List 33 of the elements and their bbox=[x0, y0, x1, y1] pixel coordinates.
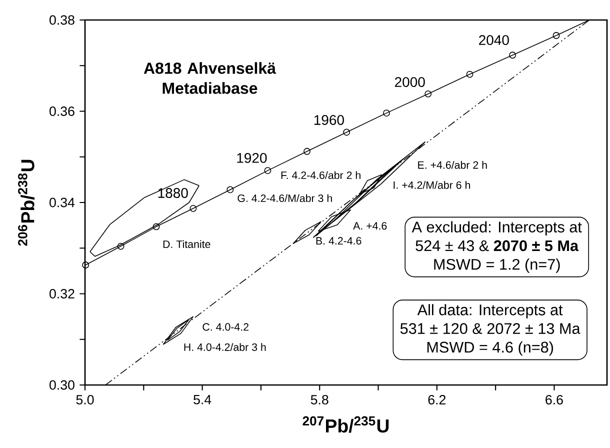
x-tick-label: 6.2 bbox=[428, 395, 446, 404]
annotation: 531 ± 120 & 2072 ± 13 Ma bbox=[400, 323, 580, 334]
annotation: 524 ± 43 & 2070 ± 5 Ma bbox=[416, 240, 579, 252]
x-tick-label: 5.0 bbox=[76, 395, 94, 404]
annotation: F. 4.2-4.6/abr 2 h bbox=[281, 171, 360, 180]
annotation: 2040 bbox=[479, 35, 509, 46]
annotation: A. +4.6 bbox=[353, 222, 387, 230]
text: A818 Ahvenselkä Metadiabase bbox=[144, 62, 276, 94]
x-tick-label: 6.6 bbox=[546, 395, 563, 404]
y-axis-title: $^{206}$Pb/$^{238}$U bbox=[18, 160, 35, 246]
x-axis-title: $^{207}$Pb/$^{235}$U bbox=[302, 416, 389, 433]
annotation: A excluded: Intercepts at bbox=[412, 221, 582, 236]
annotation: 1880 bbox=[158, 188, 188, 198]
annotation: MSWD = 4.6 (n=8) bbox=[427, 341, 554, 356]
annotation: B. 4.2-4.6 bbox=[316, 237, 362, 245]
annotation: MSWD = 1.2 (n=7) bbox=[434, 258, 560, 273]
y-tick-label: 0.30 bbox=[50, 380, 74, 390]
annotation: 1960 bbox=[314, 115, 344, 125]
annotation: 2000 bbox=[395, 77, 425, 88]
y-tick-label: 0.36 bbox=[50, 106, 74, 116]
annotation: All data: Intercepts at bbox=[417, 304, 563, 318]
annotation: H. 4.0-4.2/abr 3 h bbox=[184, 343, 266, 351]
y-tick-label: 0.38 bbox=[50, 15, 74, 25]
y-tick-label: 0.32 bbox=[50, 289, 74, 298]
annotation: D. Titanite bbox=[163, 240, 210, 248]
x-tick-label: 5.4 bbox=[194, 395, 212, 404]
annotation: 1920 bbox=[237, 153, 267, 163]
y-tick-label: 0.34 bbox=[50, 198, 75, 208]
annotation: C. 4.0-4.2 bbox=[202, 323, 248, 331]
annotation: G. 4.2-4.6/M/abr 3 h bbox=[238, 194, 332, 202]
annotation: E. +4.6/abr 2 h bbox=[418, 160, 487, 169]
x-tick-label: 5.8 bbox=[310, 395, 328, 404]
annotation: I. +4.2/M/abr 6 h bbox=[394, 181, 470, 189]
